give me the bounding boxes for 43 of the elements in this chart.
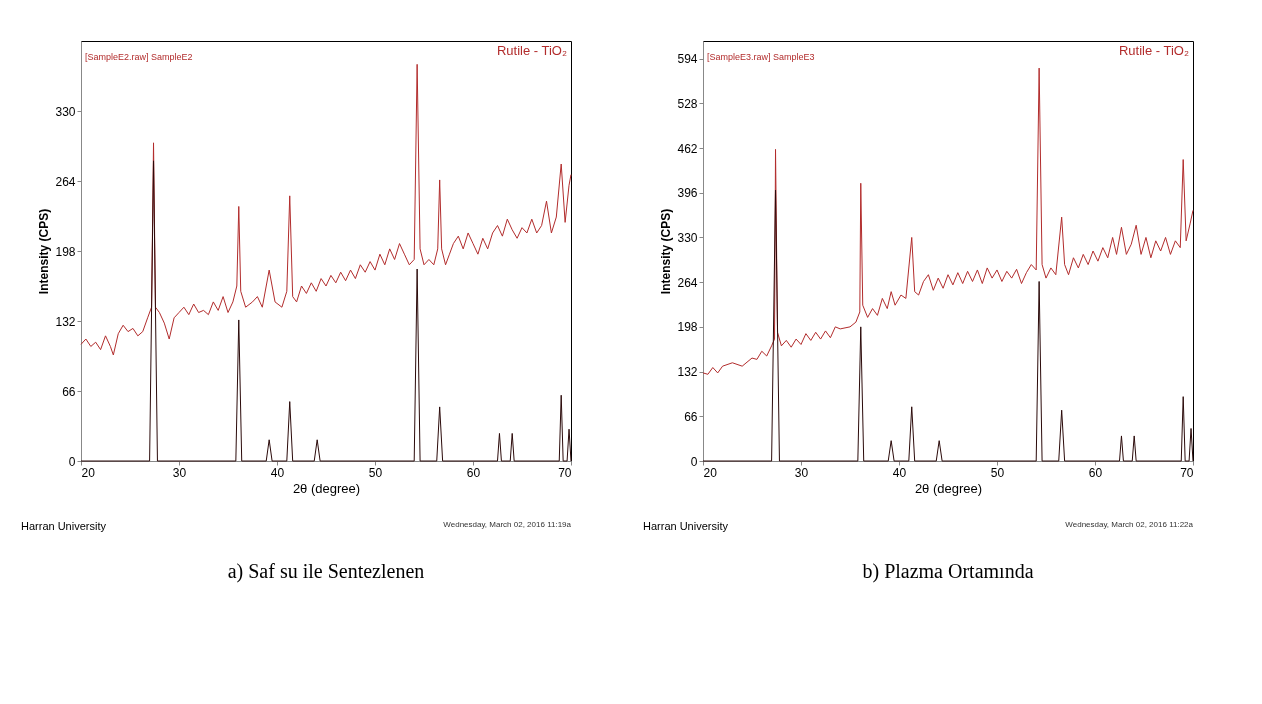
x-tick-label: 70: [558, 465, 572, 480]
line-series: [702, 67, 1194, 375]
y-tick-label: 132: [677, 365, 698, 380]
y-axis-title: Intensity (CPS): [37, 208, 52, 295]
y-tick-label: 0: [690, 454, 698, 469]
x-tick-label: 30: [172, 465, 187, 480]
text: Wednesday, March 02, 2016 11:22a: [1065, 520, 1194, 529]
x-axis-title: 2θ (degree): [292, 480, 361, 496]
x-tick-label: 70: [1180, 465, 1194, 480]
x-tick-label: 60: [1088, 465, 1103, 480]
text: Harran University: [643, 520, 729, 532]
x-tick-label: 20: [81, 465, 96, 480]
y-tick-label: 198: [55, 244, 76, 259]
y-tick-label: 198: [677, 320, 698, 335]
y-tick-label: 0: [68, 454, 76, 469]
x-tick-label: 50: [368, 465, 383, 480]
y-tick-label: 396: [677, 186, 698, 201]
text: b) Plazma Ortamında: [862, 560, 1034, 583]
annotation: Rutile - TiO₂: [1118, 43, 1189, 58]
y-tick-label: 264: [677, 275, 698, 290]
y-tick-label: 330: [677, 230, 698, 245]
x-tick-label: 20: [703, 465, 718, 480]
x-tick-label: 50: [990, 465, 1005, 480]
x-tick-label: 60: [466, 465, 481, 480]
y-tick-label: 132: [55, 314, 76, 329]
x-tick-label: 30: [794, 465, 809, 480]
y-axis-title: Intensity (CPS): [659, 208, 674, 295]
text: Harran University: [21, 520, 107, 532]
y-tick-label: 66: [62, 384, 76, 399]
text: a) Saf su ile Sentezlenen: [227, 560, 425, 583]
y-tick-label: 462: [677, 141, 698, 156]
text: Wednesday, March 02, 2016 11:19a: [443, 520, 572, 529]
x-tick-label: 40: [892, 465, 907, 480]
x-tick-label: 40: [270, 465, 285, 480]
y-tick-label: 66: [684, 409, 698, 424]
annotation: Rutile - TiO₂: [496, 43, 567, 58]
y-tick-label: 330: [55, 104, 76, 119]
y-tick-label: 528: [677, 96, 698, 111]
y-tick-label: 594: [677, 52, 698, 67]
text: [SampleE2.raw] SampleE2: [85, 52, 193, 62]
x-axis-title: 2θ (degree): [914, 480, 983, 496]
text: [SampleE3.raw] SampleE3: [707, 52, 815, 62]
y-tick-label: 264: [55, 174, 76, 189]
